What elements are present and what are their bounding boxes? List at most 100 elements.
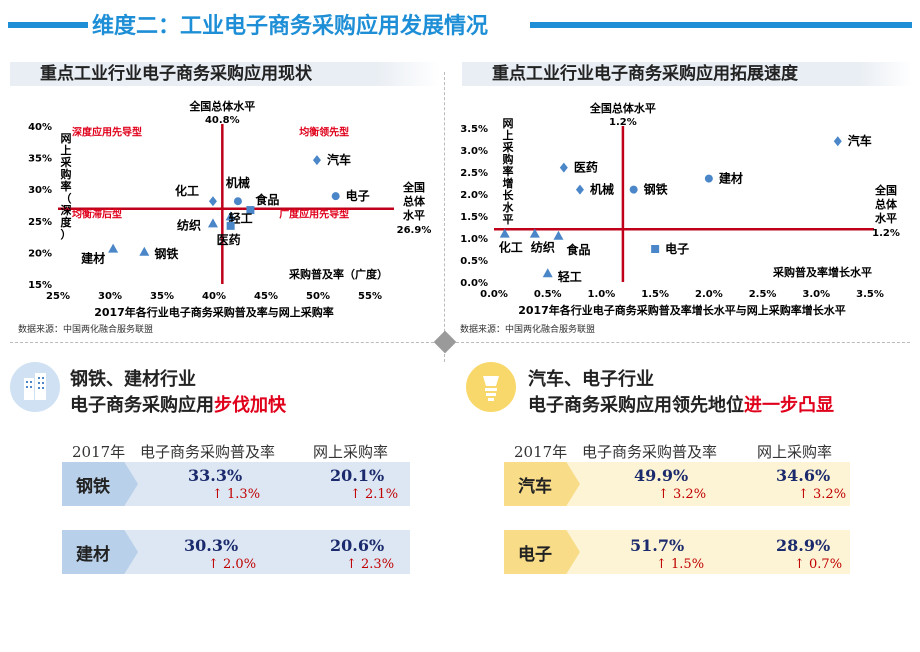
- point-label: 电子: [665, 241, 689, 256]
- left-col2-header: 网上采购率: [313, 443, 389, 461]
- lightbulb-icon: [466, 362, 516, 412]
- hline-label: 水平: [403, 208, 425, 222]
- x-tick-label: 2.5%: [749, 289, 777, 300]
- page-title: 维度二：工业电子商务采购应用发展情况: [92, 14, 489, 39]
- data-point: [246, 206, 255, 215]
- value: 20.1%: [330, 466, 385, 485]
- y-axis-title: 网上采购率增长水平: [502, 117, 515, 226]
- left-scatter-chart: 25% 30% 35% 40% 45% 50% 55% 15% 20% 25% 30% 35% 40% 全…: [28, 99, 431, 319]
- value: 33.3%: [188, 466, 243, 485]
- y-tick-label: 1.0%: [460, 234, 488, 245]
- value: 49.9%: [634, 466, 689, 485]
- axis-label-char: 增: [503, 176, 514, 190]
- axis-label-char: 网: [61, 132, 72, 145]
- point-label: 钢铁: [644, 182, 668, 197]
- axis-label-char: ）: [61, 228, 72, 241]
- left-chart-header: 重点工业行业电子商务采购应用现状: [10, 62, 440, 86]
- data-point: [226, 221, 235, 230]
- row-label-bg: [62, 530, 138, 574]
- y-tick-label: 2.5%: [460, 168, 488, 179]
- vline-label: 全国总体水平: [188, 99, 255, 113]
- left-year-header: 2017年: [72, 443, 126, 461]
- x-tick-label: 0.5%: [534, 289, 562, 300]
- point-label: 钢铁: [154, 246, 178, 261]
- x-tick-label: 50%: [306, 291, 330, 302]
- data-point: [139, 246, 150, 256]
- x-axis-title: 采购普及率增长水平: [772, 265, 872, 279]
- right-chart-header: 重点工业行业电子商务采购应用拓展速度: [462, 62, 912, 86]
- x-tick-label: 3.5%: [856, 289, 884, 300]
- point-label: 医药: [217, 232, 241, 247]
- data-point: [651, 245, 660, 253]
- y-tick-label: 25%: [28, 217, 52, 228]
- chart-title: 2017年各行业电子商务采购普及率增长水平与网上采购率增长水平: [518, 303, 846, 317]
- point-label: 汽车: [327, 152, 351, 167]
- axis-label-char: 采: [502, 140, 515, 154]
- axis-label-char: 购: [61, 167, 72, 181]
- right-section-line1: 汽车、电子行业: [528, 369, 654, 390]
- y-axis-title: 网上采购率（深度）: [60, 132, 73, 241]
- change: ↑ 2.1%: [350, 487, 399, 502]
- quadrant-label: 广度应用先导型: [279, 208, 349, 221]
- y-tick-label: 35%: [28, 154, 52, 165]
- x-tick-label: 55%: [358, 291, 382, 302]
- right-scatter-chart: 0.0% 0.5% 1.0% 1.5% 2.0% 2.5% 3.0% 3.5% 0.0% 0.5%…: [460, 101, 900, 317]
- y-tick-label: 20%: [28, 248, 52, 259]
- x-tick-label: 40%: [202, 291, 226, 302]
- axis-label-char: 长: [503, 188, 515, 202]
- point-label: 食品: [565, 242, 590, 257]
- hline-label: 总体: [403, 194, 426, 208]
- axis-label-char: 率: [503, 164, 514, 178]
- quadrant-label: 深度应用先导型: [72, 125, 142, 138]
- left-chart-source: 数据来源：中国两化融合服务联盟: [18, 325, 154, 335]
- title-bar-right: [530, 22, 912, 28]
- x-tick-label: 45%: [254, 291, 278, 302]
- point-label: 化工: [175, 183, 199, 198]
- change: ↑ 1.5%: [656, 557, 705, 572]
- title-bar-left: [8, 22, 88, 28]
- axis-label-char: 网: [503, 117, 514, 130]
- change: ↑ 1.3%: [212, 487, 261, 502]
- axis-label-char: 水: [503, 200, 515, 214]
- point-label: 轻工: [558, 269, 582, 284]
- change: ↑ 3.2%: [798, 487, 847, 502]
- left-col1-header: 电子商务采购普及率: [140, 443, 276, 461]
- value: 30.3%: [184, 536, 239, 555]
- x-tick-label: 2.0%: [695, 289, 723, 300]
- data-point: [529, 228, 540, 238]
- y-tick-label: 2.0%: [460, 190, 488, 201]
- right-col2-header: 网上采购率: [757, 443, 833, 461]
- x-tick-label: 3.0%: [802, 289, 830, 300]
- vertical-divider: [444, 72, 445, 362]
- point-label: 建材: [718, 171, 743, 186]
- chart-title: 2017年各行业电子商务采购普及率与网上采购率: [94, 305, 334, 319]
- axis-label-char: 率: [61, 179, 72, 193]
- x-axis-title: 采购普及率（广度）: [288, 267, 388, 281]
- y-tick-label: 0.5%: [460, 256, 488, 267]
- change: ↑ 3.2%: [658, 487, 707, 502]
- point-label: 机械: [590, 182, 614, 197]
- axis-label-char: 采: [60, 155, 73, 169]
- data-point: [233, 197, 242, 206]
- point-label: 轻工: [229, 210, 253, 225]
- row-label: 汽车: [518, 477, 552, 497]
- data-point: [542, 268, 553, 278]
- point-label: 医药: [574, 160, 598, 175]
- row-label-bg: [504, 530, 580, 574]
- row-label-bg: [504, 462, 580, 506]
- point-label: 汽车: [848, 133, 872, 148]
- data-point: [225, 211, 236, 221]
- point-label: 化工: [499, 240, 523, 255]
- row-label: 电子: [518, 545, 552, 565]
- y-tick-label: 1.5%: [460, 212, 488, 223]
- point-label: 食品: [254, 192, 279, 207]
- x-tick-label: 1.0%: [588, 289, 616, 300]
- data-point: [553, 230, 564, 240]
- row-label: 建材: [76, 545, 110, 565]
- data-point: [575, 184, 584, 195]
- hline-label: 总体: [875, 197, 898, 211]
- point-label: 电子: [346, 188, 370, 203]
- value: 51.7%: [630, 536, 685, 555]
- data-point: [108, 243, 119, 253]
- data-point: [629, 185, 638, 194]
